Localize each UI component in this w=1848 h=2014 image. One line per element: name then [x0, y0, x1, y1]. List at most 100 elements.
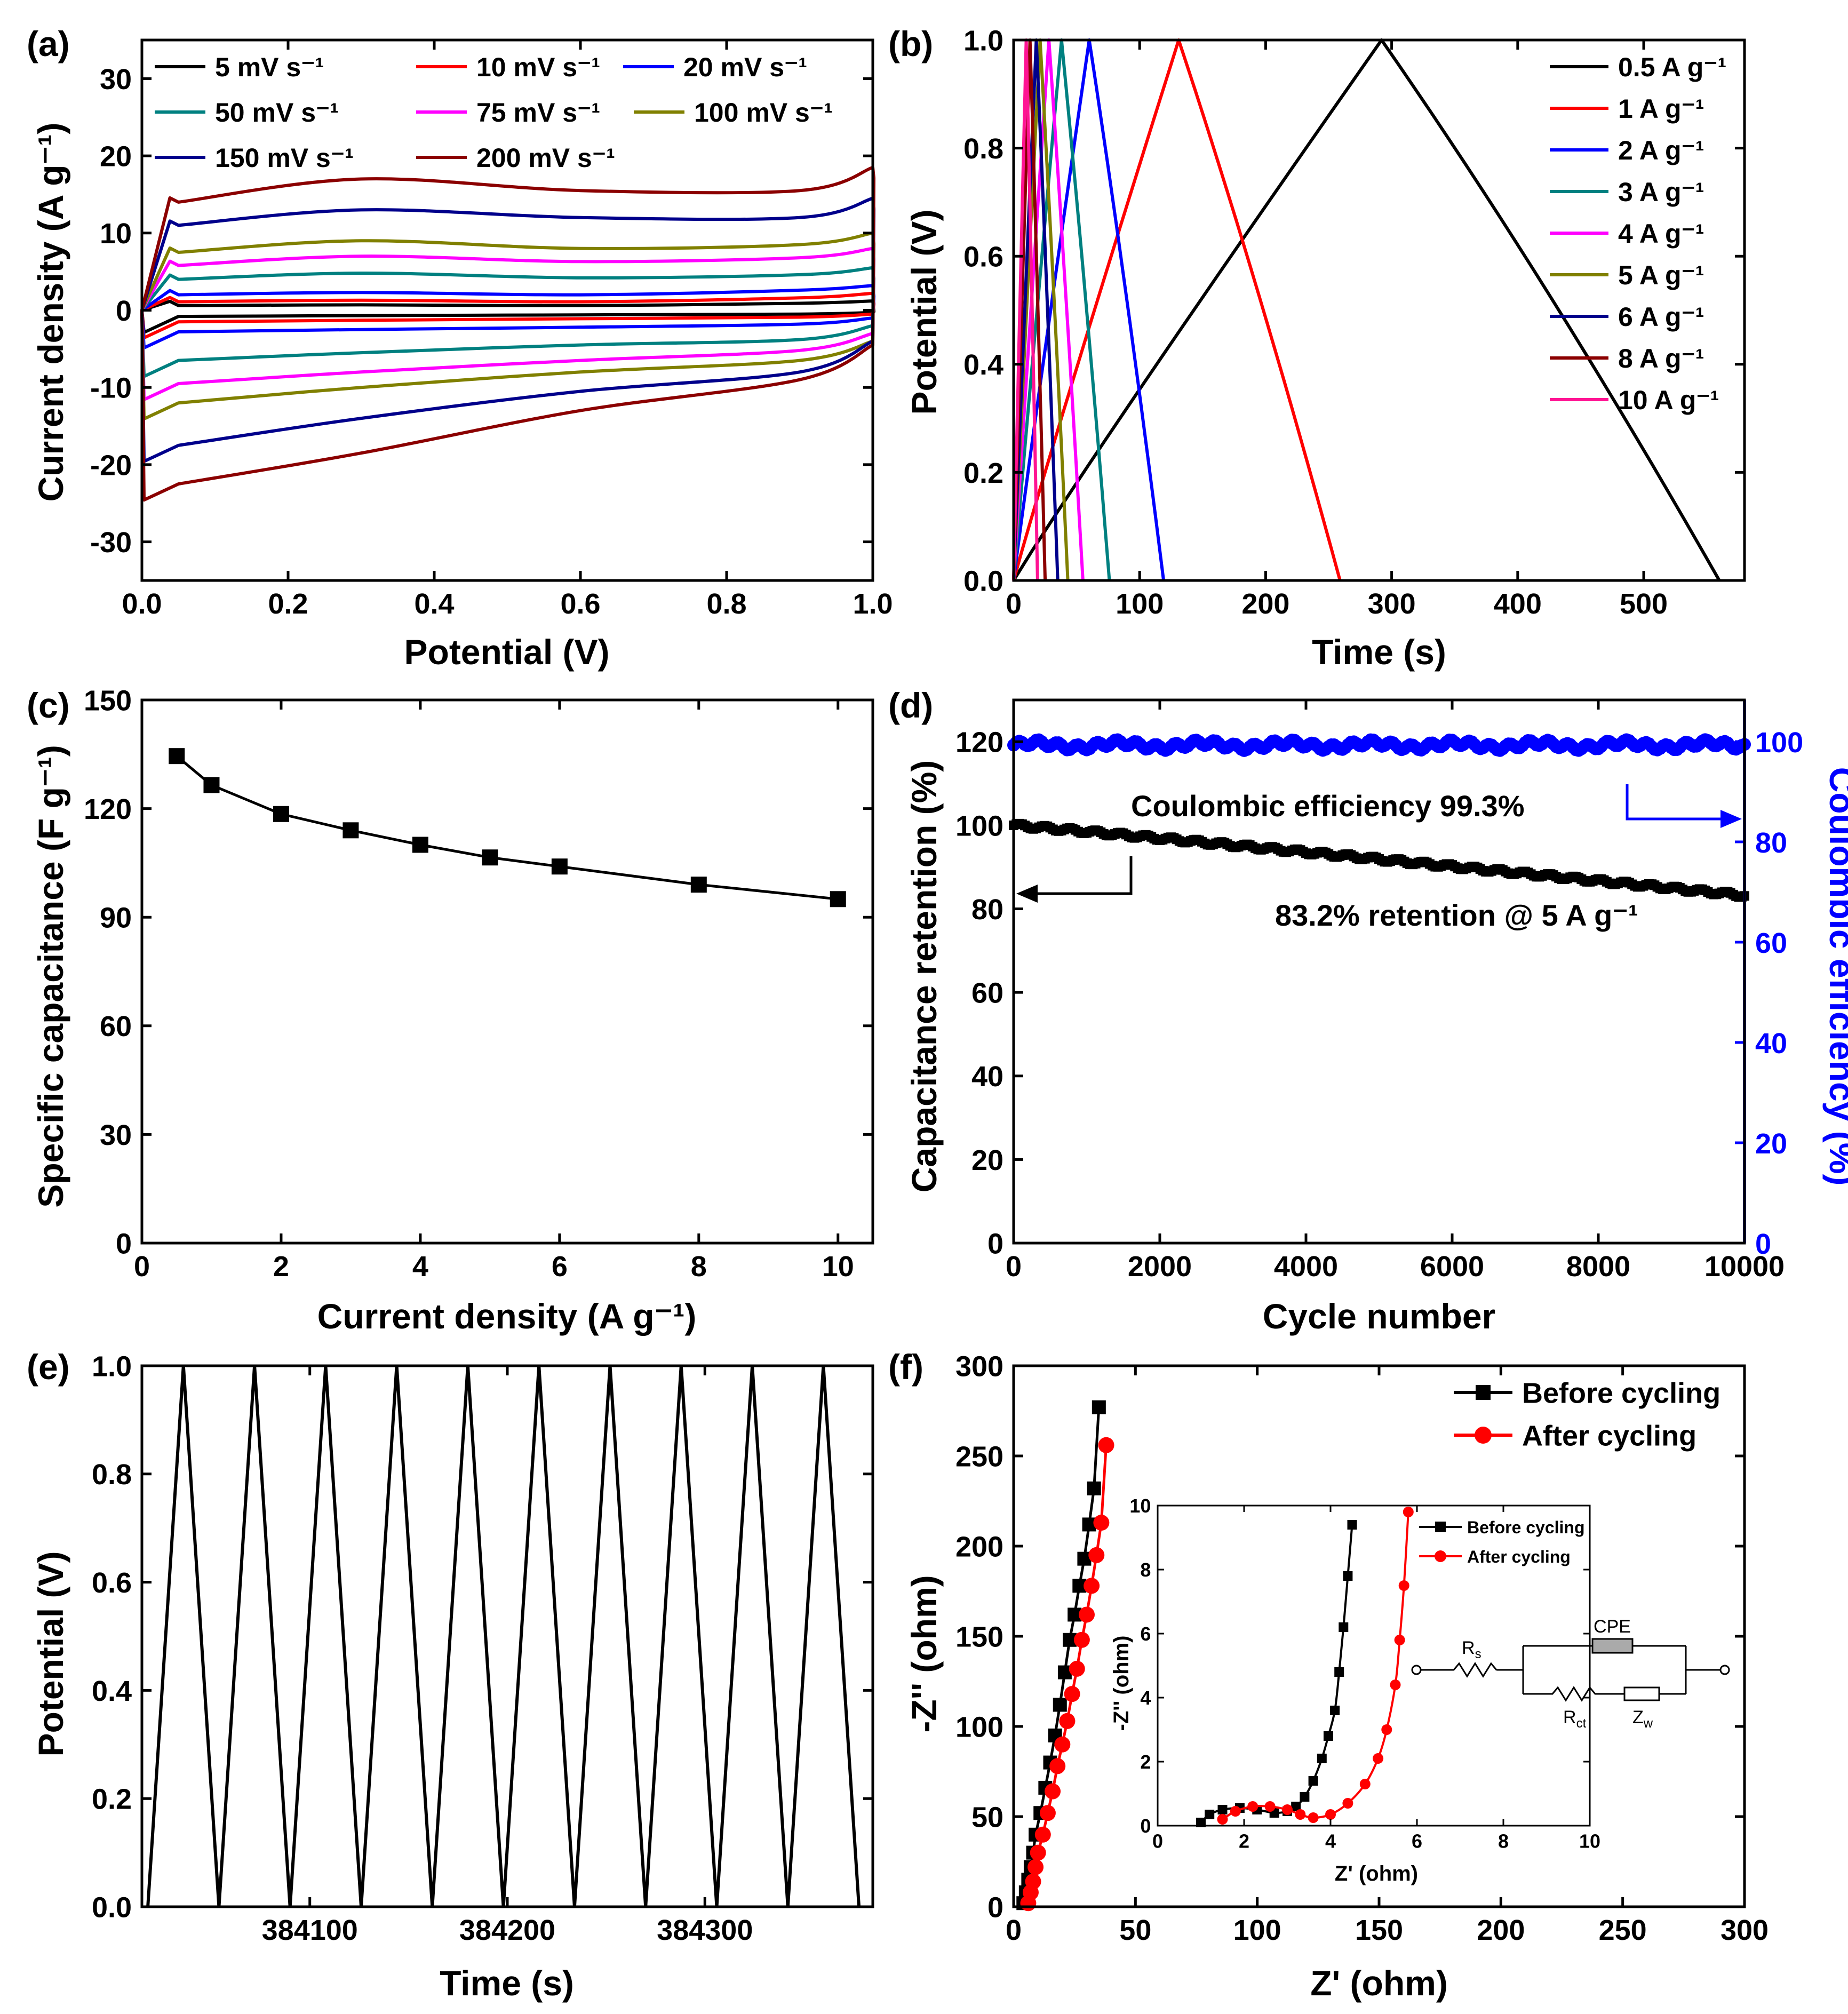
capacitance-point-6 [551, 858, 568, 875]
circuit-rs-main: R [1462, 1638, 1475, 1658]
panel-c-xlabel: Current density (A g⁻¹) [317, 1296, 697, 1336]
y-tick-label: 30 [100, 1119, 132, 1151]
y2-tick-label: 40 [1755, 1028, 1787, 1060]
panel-c-data [169, 748, 846, 908]
inset-point-1-13 [1394, 1635, 1405, 1645]
inset-legend-label-0: Before cycling [1467, 1518, 1585, 1537]
circuit-cpe-label: CPE [1594, 1617, 1631, 1637]
panel-d-y2label: Coulombic efficiency (%) [1822, 767, 1848, 1186]
legend-f-1-label: After cycling [1522, 1420, 1696, 1452]
inset-point-0-8 [1300, 1792, 1310, 1802]
capacitance-point-3 [342, 822, 359, 839]
legend-f-1-marker [1475, 1427, 1492, 1444]
x-tick-label: 384200 [459, 1914, 555, 1946]
circuit-rs-label: Rs [1462, 1638, 1481, 1661]
nyquist-point-1-4 [1030, 1844, 1046, 1861]
legend-a-6-label: 150 mV s⁻¹ [215, 143, 354, 173]
x-tick-label: 8000 [1566, 1251, 1630, 1283]
y-tick-label: 0.8 [963, 133, 1003, 165]
panel-e-xlabel: Time (s) [440, 1963, 574, 2003]
y-tick-label: 0 [987, 1228, 1003, 1260]
x-tick-label: 4 [1325, 1830, 1336, 1852]
panel-f-inset: 0 2 4 6 8 10 0 2 4 6 8 10 Before cycling After cycli… [1110, 1495, 1730, 1885]
x-tick-label: 1.0 [853, 588, 893, 620]
panel-c-ticks: 0 2 4 6 8 10 0 30 60 90 120 150 [84, 684, 873, 1283]
y-tick-label: 200 [955, 1531, 1003, 1563]
panel-f-frame [1012, 1364, 1746, 1908]
x-tick-label: 100 [1116, 588, 1164, 620]
legend-b-3-label: 3 A g⁻¹ [1618, 177, 1704, 207]
nyquist-point-1-7 [1045, 1783, 1061, 1800]
arrow-to-left-axis [1022, 856, 1133, 895]
nyquist-point-0-18 [1092, 1400, 1106, 1414]
nyquist-point-1-16 [1088, 1547, 1105, 1563]
panel-a-legend: 5 mV s⁻¹ 10 mV s⁻¹ 20 mV s⁻¹ 50 mV s⁻¹ 75 mV… [155, 52, 833, 173]
legend-f-0-label: Before cycling [1522, 1377, 1720, 1409]
inset-point-1-9 [1359, 1779, 1371, 1789]
legend-b-8-label: 10 A g⁻¹ [1618, 385, 1719, 415]
y-tick-label: 0 [1140, 1815, 1151, 1837]
panel-a: 0.0 0.2 0.4 0.6 0.8 1.0 -30 -20 -10 0 10 20 30 5 mV … [27, 24, 893, 672]
circuit-zw-sub: w [1643, 1716, 1653, 1731]
y-tick-label: 120 [84, 793, 132, 825]
circuit-rct-main: R [1563, 1707, 1576, 1728]
arrow-head-left [1016, 885, 1038, 903]
circuit-rct-label: Rct [1563, 1707, 1587, 1731]
panel-d-data [1007, 733, 1751, 902]
x-tick-label: 2 [273, 1251, 289, 1283]
panel-d-ticks: 0 2000 4000 6000 8000 10000020406080100120020… [955, 700, 1803, 1283]
y-tick-label: -10 [90, 372, 132, 404]
panel-e-ylabel: Potential (V) [31, 1551, 70, 1756]
panel-b-label: (b) [888, 24, 933, 63]
y-tick-label: 8 [1140, 1559, 1151, 1581]
legend-b-2-label: 2 A g⁻¹ [1618, 136, 1704, 165]
equivalent-circuit [1411, 1638, 1730, 1702]
circuit-cpe-element [1591, 1638, 1634, 1654]
panel-b-legend: 0.5 A g⁻¹ 1 A g⁻¹ 2 A g⁻¹ 3 A g⁻¹ 4 A g⁻¹ 5 A… [1550, 52, 1726, 415]
legend-a-7-label: 200 mV s⁻¹ [476, 143, 615, 173]
y-tick-label: 80 [971, 894, 1003, 926]
inset-ylabel: -Z'' (ohm) [1110, 1636, 1133, 1731]
inset-point-0-12 [1330, 1706, 1340, 1715]
panel-c: 0 2 4 6 8 10 0 30 60 90 120 150 (c) Current density… [27, 684, 874, 1336]
x-tick-label: 300 [1720, 1914, 1769, 1946]
legend-b-0-label: 0.5 A g⁻¹ [1618, 52, 1726, 82]
legend-a-5-label: 100 mV s⁻¹ [694, 98, 833, 128]
x-tick-label: 200 [1477, 1914, 1525, 1946]
x-tick-label: 0 [1006, 1914, 1022, 1946]
y2-tick-label: 20 [1755, 1128, 1787, 1160]
panel-a-xlabel: Potential (V) [404, 632, 609, 672]
panel-d-label: (d) [888, 686, 933, 725]
x-tick-label: 50 [1119, 1914, 1151, 1946]
inset-point-1-12 [1390, 1679, 1401, 1690]
y-tick-label: 0.2 [92, 1784, 132, 1816]
y-tick-label: 0.0 [963, 565, 1003, 597]
panel-a-frame [140, 38, 874, 582]
circuit-wire-out [1685, 1646, 1720, 1694]
inset-legend-label-1: After cycling [1467, 1547, 1571, 1566]
panel-b-ticks: 0 100 200 300 400 500 0.0 0.2 0.4 0.6 0.8 1.0 [963, 25, 1745, 620]
y-tick-label: 0.0 [92, 1891, 132, 1923]
inset-point-1-5 [1295, 1809, 1306, 1820]
inset-xlabel: Z' (ohm) [1335, 1862, 1418, 1885]
inset-point-1-3 [1264, 1801, 1276, 1812]
circuit-zw-main: Z [1632, 1707, 1644, 1728]
legend-b-4-label: 4 A g⁻¹ [1618, 219, 1704, 249]
y-tick-label: 0.6 [963, 241, 1003, 273]
inset-point-1-7 [1325, 1809, 1336, 1820]
panel-b: 0 100 200 300 400 500 0.0 0.2 0.4 0.6 0.8 1.0 0.5 A… [888, 24, 1746, 672]
y-tick-label: 40 [971, 1061, 1003, 1093]
nyquist-point-1-15 [1084, 1578, 1100, 1594]
x-tick-label: 100 [1233, 1914, 1281, 1946]
y-tick-label: 2 [1140, 1751, 1151, 1773]
panel-d-xlabel: Cycle number [1263, 1296, 1495, 1336]
inset-frame [1157, 1504, 1591, 1827]
inset-point-0-16 [1347, 1520, 1357, 1530]
nyquist-point-0-10 [1053, 1698, 1067, 1712]
panel-f-legend: Before cycling After cycling [1454, 1377, 1720, 1452]
nyquist-point-1-9 [1054, 1736, 1071, 1753]
panel-b-frame [1012, 38, 1746, 582]
annotation-coulombic: Coulombic efficiency 99.3% [1131, 789, 1525, 823]
y2-tick-label: 80 [1755, 827, 1787, 859]
